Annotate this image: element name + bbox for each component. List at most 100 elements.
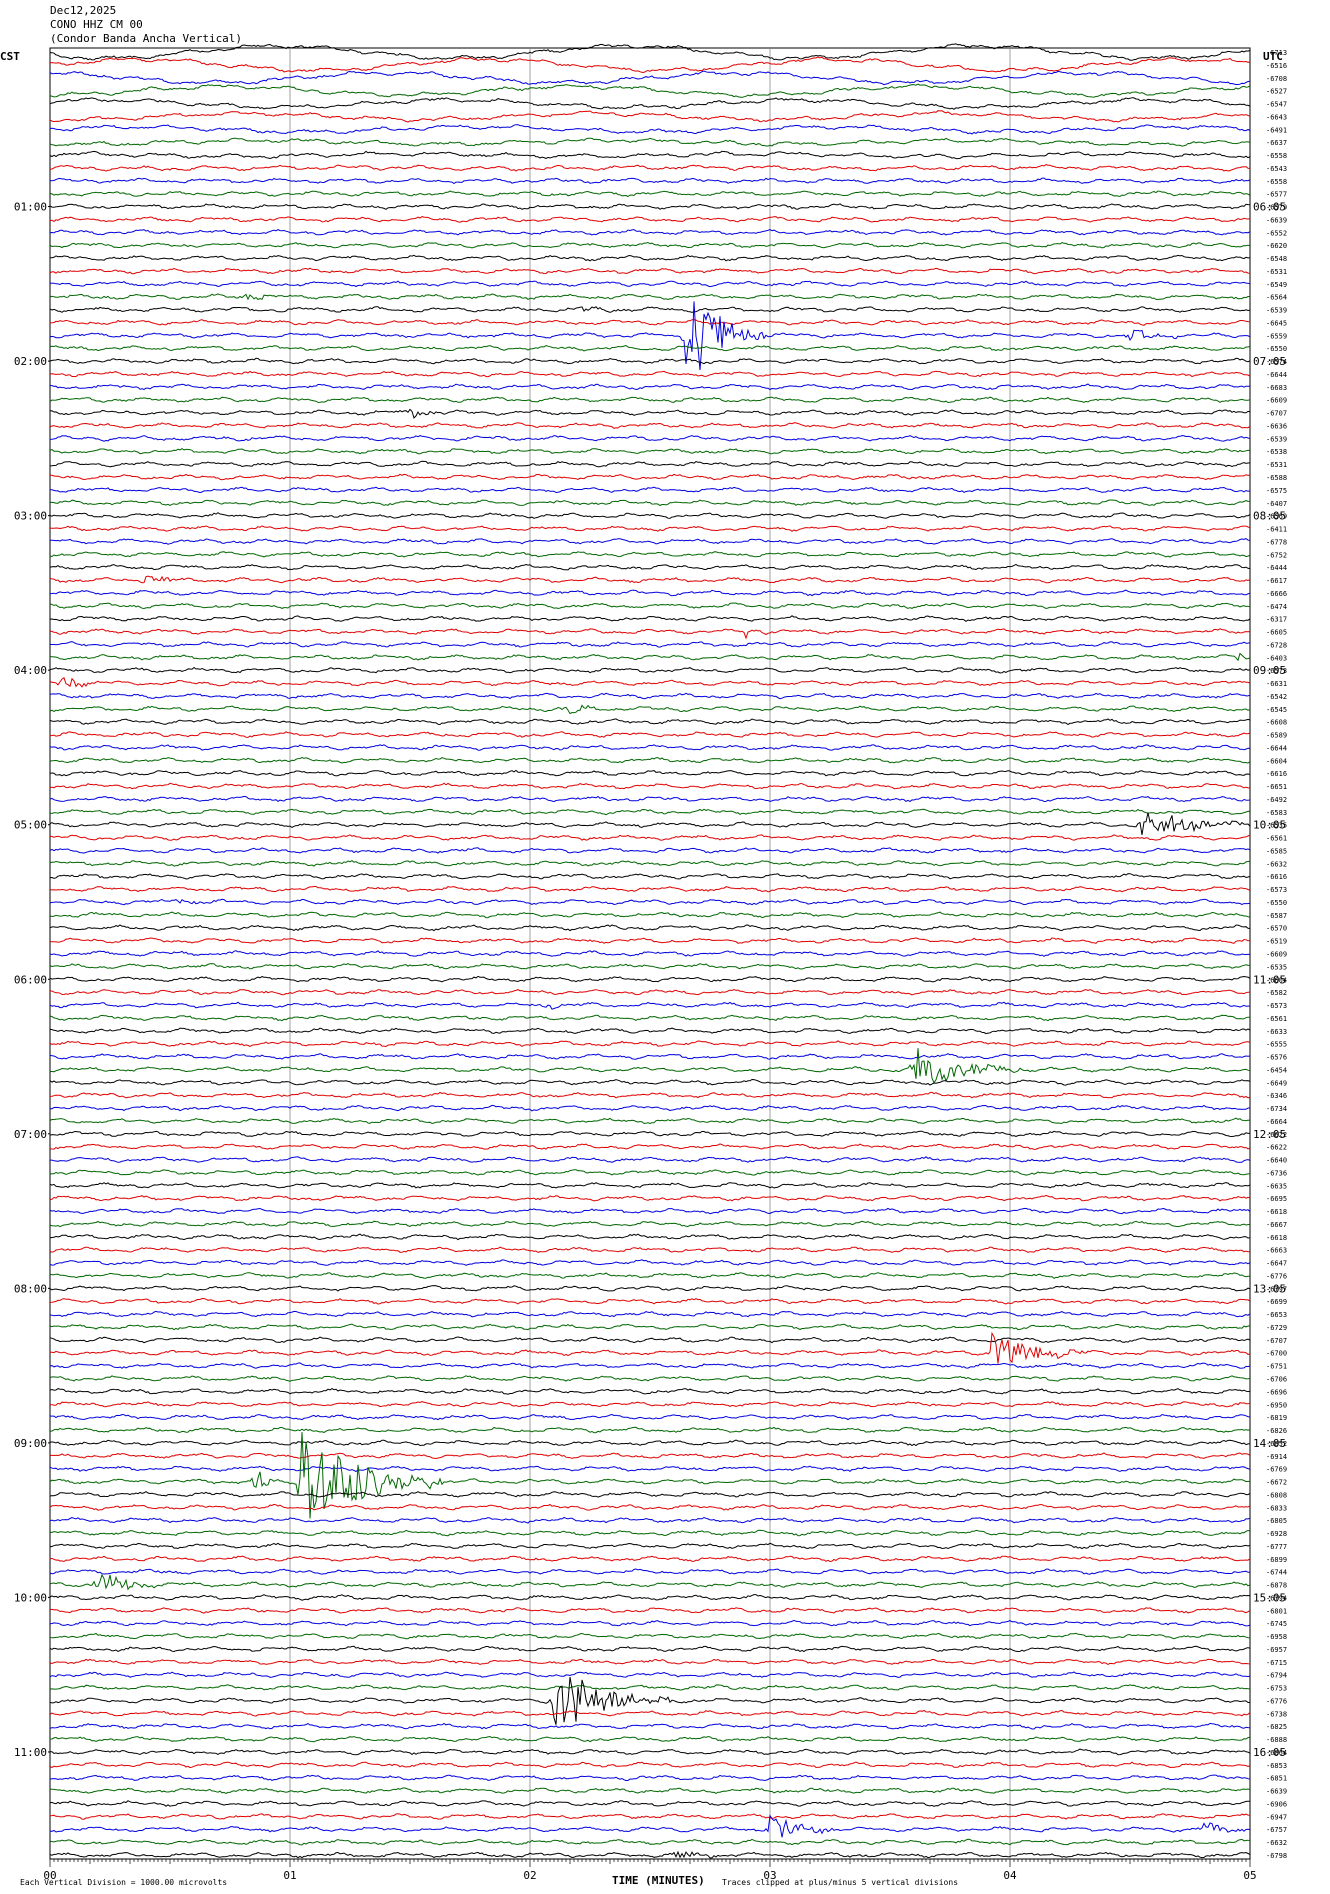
trace-line-67 bbox=[49, 911, 1251, 919]
trace-line-72 bbox=[49, 975, 1251, 983]
trace-offset-label-128: -6776 bbox=[1266, 1697, 1287, 1705]
trace-offset-label-83: -6664 bbox=[1266, 1118, 1287, 1126]
trace-line-140 bbox=[49, 1850, 1251, 1859]
trace-offset-label-10: -6558 bbox=[1266, 178, 1287, 186]
trace-offset-label-139: -6632 bbox=[1266, 1839, 1287, 1847]
trace-line-115 bbox=[49, 1529, 1251, 1537]
trace-line-44 bbox=[49, 615, 1251, 623]
trace-line-19 bbox=[49, 293, 1250, 301]
trace-offset-label-51: -6545 bbox=[1266, 706, 1287, 714]
header-date: Dec12,2025 bbox=[50, 4, 117, 17]
trace-offset-label-107: -6826 bbox=[1266, 1427, 1287, 1435]
trace-offset-label-8: -6558 bbox=[1266, 152, 1287, 160]
clip-note: Traces clipped at plus/minus 5 vertical … bbox=[722, 1878, 959, 1887]
trace-offset-label-7: -6637 bbox=[1266, 139, 1287, 147]
trace-offset-label-106: -6819 bbox=[1266, 1414, 1287, 1422]
trace-line-1 bbox=[49, 56, 1251, 73]
trace-line-63 bbox=[49, 859, 1251, 867]
trace-offset-label-26: -6683 bbox=[1266, 384, 1287, 392]
trace-offset-label-75: -6561 bbox=[1266, 1015, 1287, 1023]
trace-line-8 bbox=[49, 150, 1251, 160]
trace-offset-label-96: -6797 bbox=[1266, 1285, 1287, 1293]
trace-line-30 bbox=[49, 435, 1251, 442]
trace-line-16 bbox=[49, 254, 1250, 262]
trace-line-14 bbox=[49, 229, 1251, 236]
trace-offset-label-127: -6753 bbox=[1266, 1685, 1287, 1693]
trace-line-92 bbox=[49, 1233, 1251, 1241]
trace-offset-label-82: -6734 bbox=[1266, 1105, 1287, 1113]
left-hour-label-9: 10:00 bbox=[14, 1591, 47, 1604]
trace-line-36 bbox=[49, 512, 1251, 519]
trace-offset-label-60: -6535 bbox=[1266, 822, 1287, 830]
trace-line-25 bbox=[49, 370, 1251, 378]
trace-line-75 bbox=[49, 1014, 1251, 1022]
right-hour-label-10: 16:05 bbox=[1253, 1746, 1286, 1759]
trace-line-10 bbox=[49, 177, 1251, 185]
trace-line-130 bbox=[49, 1722, 1251, 1730]
trace-line-6 bbox=[49, 124, 1251, 135]
x-tick-label-03: 03 bbox=[763, 1869, 776, 1882]
left-hour-label-0: 01:00 bbox=[14, 201, 47, 214]
trace-offset-label-28: -6707 bbox=[1266, 410, 1287, 418]
trace-offset-label-138: -6757 bbox=[1266, 1826, 1287, 1834]
trace-offset-label-64: -6616 bbox=[1266, 873, 1287, 881]
trace-offset-label-87: -6736 bbox=[1266, 1169, 1287, 1177]
trace-line-125 bbox=[49, 1658, 1251, 1666]
trace-line-137 bbox=[49, 1813, 1251, 1820]
trace-offset-label-111: -6672 bbox=[1266, 1479, 1287, 1487]
trace-line-84 bbox=[49, 1130, 1251, 1138]
trace-offset-label-105: -6950 bbox=[1266, 1401, 1287, 1409]
trace-line-136 bbox=[49, 1800, 1251, 1807]
trace-line-49 bbox=[49, 677, 1251, 688]
trace-offset-label-71: -6535 bbox=[1266, 963, 1287, 971]
trace-offset-label-118: -6744 bbox=[1266, 1569, 1287, 1577]
trace-offset-label-30: -6539 bbox=[1266, 435, 1287, 443]
trace-line-89 bbox=[49, 1194, 1251, 1202]
trace-offset-label-6: -6491 bbox=[1266, 126, 1287, 134]
trace-offset-label-115: -6928 bbox=[1266, 1530, 1287, 1538]
trace-line-11 bbox=[49, 190, 1251, 198]
trace-line-74 bbox=[49, 1001, 1251, 1010]
trace-offset-label-36: -6569 bbox=[1266, 513, 1287, 521]
trace-offset-label-74: -6573 bbox=[1266, 1002, 1287, 1010]
scale-note: Each Vertical Division = 1000.00 microvo… bbox=[20, 1878, 228, 1887]
trace-line-138 bbox=[49, 1814, 1251, 1838]
trace-offset-label-102: -6751 bbox=[1266, 1363, 1287, 1371]
right-timezone-label: UTC bbox=[1263, 50, 1283, 63]
trace-offset-label-93: -6663 bbox=[1266, 1247, 1287, 1255]
trace-line-129 bbox=[49, 1709, 1251, 1717]
trace-offset-label-140: -6798 bbox=[1266, 1852, 1287, 1860]
left-hour-label-1: 02:00 bbox=[14, 355, 47, 368]
trace-offset-label-72: -6604 bbox=[1266, 976, 1287, 984]
trace-offset-label-89: -6695 bbox=[1266, 1195, 1287, 1203]
trace-offset-label-39: -6752 bbox=[1266, 551, 1287, 559]
trace-offset-label-33: -6588 bbox=[1266, 474, 1287, 482]
trace-offset-label-16: -6548 bbox=[1266, 255, 1287, 263]
trace-line-81 bbox=[49, 1091, 1251, 1099]
trace-line-45 bbox=[49, 628, 1251, 640]
trace-line-28 bbox=[49, 408, 1251, 419]
trace-line-139 bbox=[49, 1838, 1251, 1846]
trace-line-58 bbox=[49, 795, 1251, 803]
trace-offset-label-58: -6492 bbox=[1266, 796, 1287, 804]
trace-offset-label-116: -6777 bbox=[1266, 1543, 1287, 1551]
trace-line-112 bbox=[49, 1490, 1251, 1498]
x-tick-label-04: 04 bbox=[1003, 1869, 1017, 1882]
right-hour-label-9: 15:05 bbox=[1253, 1591, 1286, 1604]
trace-offset-label-67: -6587 bbox=[1266, 912, 1287, 920]
trace-offset-label-92: -6618 bbox=[1266, 1234, 1287, 1242]
trace-offset-label-20: -6539 bbox=[1266, 307, 1287, 315]
trace-line-106 bbox=[49, 1413, 1251, 1421]
trace-line-31 bbox=[49, 448, 1251, 455]
trace-line-109 bbox=[49, 1452, 1251, 1460]
trace-offset-label-90: -6618 bbox=[1266, 1208, 1287, 1216]
trace-line-68 bbox=[49, 924, 1251, 932]
trace-line-101 bbox=[49, 1331, 1251, 1364]
trace-offset-label-50: -6542 bbox=[1266, 693, 1287, 701]
x-axis-label: TIME (MINUTES) bbox=[612, 1874, 705, 1887]
trace-line-95 bbox=[49, 1272, 1251, 1279]
trace-line-103 bbox=[49, 1375, 1251, 1382]
trace-line-22 bbox=[49, 301, 1251, 371]
trace-offset-label-52: -6608 bbox=[1266, 719, 1287, 727]
trace-line-4 bbox=[49, 97, 1251, 110]
